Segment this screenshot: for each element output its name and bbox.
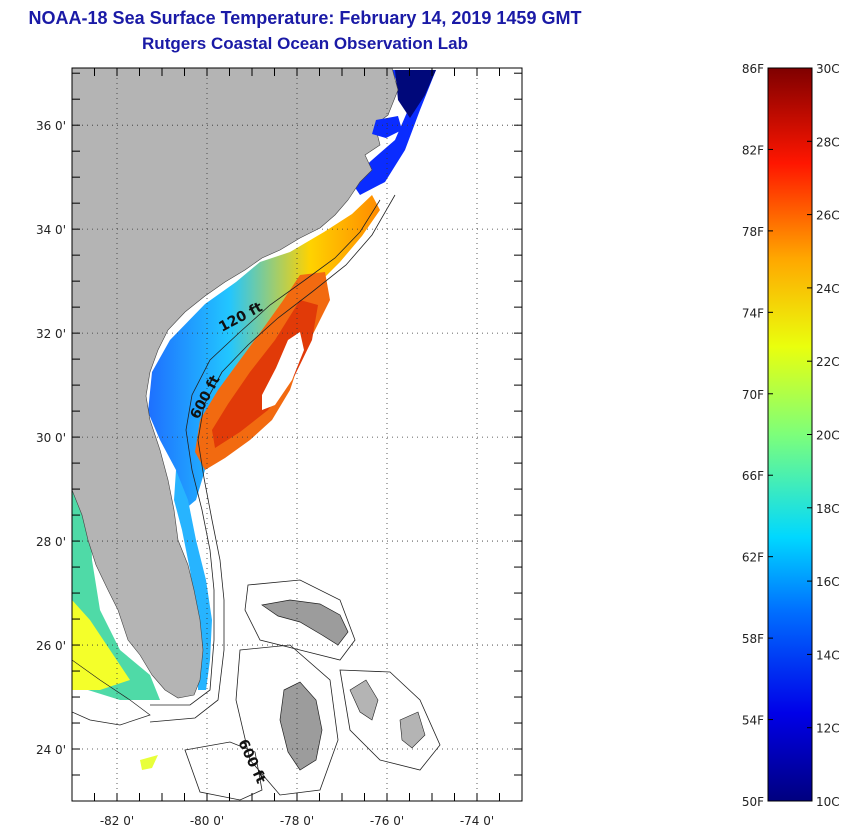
colorbar-c-label: 12C <box>816 722 840 736</box>
sst-gulf-of-mexico-2 <box>72 600 130 690</box>
colorbar-f-label: 86F <box>742 62 764 76</box>
colorbar-ticks: 30C 28C 26C 24C 22C 20C 18C 16C 14C 12C 10C 86F 82F 7… <box>742 62 840 809</box>
bahamas-eleuthera <box>399 711 426 749</box>
lat-tick-label: 28 0' <box>36 535 66 549</box>
colorbar-f-label: 70F <box>742 388 764 402</box>
lon-tick-label: -74 0' <box>460 814 494 828</box>
colorbar-f-label: 74F <box>742 306 764 320</box>
contour-bahamas <box>244 579 356 661</box>
map-frame <box>71 67 523 802</box>
contour-bahamas-3 <box>339 669 441 771</box>
lat-tick-label: 36 0' <box>36 119 66 133</box>
cloud-gap <box>262 332 304 410</box>
lat-tick-label: 32 0' <box>36 327 66 341</box>
colorbar-f-label: 78F <box>742 225 764 239</box>
colorbar-f-label: 58F <box>742 632 764 646</box>
colorbar-c-label: 10C <box>816 795 840 809</box>
bahamas-grand-bahama <box>261 599 349 646</box>
colorbar-c-label: 14C <box>816 648 840 662</box>
colorbar-c-label: 18C <box>816 502 840 516</box>
contour-bahamas-2 <box>235 644 339 796</box>
contour-sw-fl <box>72 659 151 726</box>
lat-tick-label: 34 0' <box>36 223 66 237</box>
sst-fl-band <box>174 470 212 690</box>
colorbar-f-label: 50F <box>742 795 764 809</box>
map-title: NOAA-18 Sea Surface Temperature: Februar… <box>28 8 582 28</box>
colorbar-f-label: 66F <box>742 469 764 483</box>
colorbar-f-label: 82F <box>742 143 764 157</box>
bahamas-exuma <box>349 679 379 721</box>
lon-tick-label: -82 0' <box>100 814 134 828</box>
sst-gulf-stream-core <box>212 300 318 448</box>
lon-tick-label: -80 0' <box>190 814 224 828</box>
lat-tick-label: 24 0' <box>36 743 66 757</box>
colorbar-c-label: 22C <box>816 355 840 369</box>
colorbar-c-label: 28C <box>816 135 840 149</box>
lat-tick-label: 26 0' <box>36 639 66 653</box>
colorbar-c-label: 30C <box>816 62 840 76</box>
map-subtitle: Rutgers Coastal Ocean Observation Lab <box>142 34 468 53</box>
sst-florida-keys <box>140 755 158 770</box>
colorbar-f-label: 62F <box>742 551 764 565</box>
map-grid: 36 0' 34 0' 32 0' 30 0' 28 0' 26 0' 24 0' -82 0… <box>36 68 523 828</box>
contour-keys <box>184 741 263 801</box>
contour-600ft <box>149 194 396 723</box>
colorbar-gradient <box>767 67 813 802</box>
colorbar-c-label: 26C <box>816 209 840 223</box>
contour-120ft <box>150 199 381 706</box>
sst-nc-cold-water-2 <box>395 70 436 118</box>
colorbar-f-label: 54F <box>742 714 764 728</box>
lon-tick-label: -76 0' <box>370 814 404 828</box>
lon-tick-label: -78 0' <box>280 814 314 828</box>
colorbar-c-label: 24C <box>816 282 840 296</box>
lat-tick-label: 30 0' <box>36 431 66 445</box>
land-us <box>72 68 399 699</box>
colorbar-c-label: 16C <box>816 575 840 589</box>
bahamas-andros <box>279 681 323 771</box>
pamlico-sound <box>372 116 402 138</box>
colorbar-c-label: 20C <box>816 429 840 443</box>
